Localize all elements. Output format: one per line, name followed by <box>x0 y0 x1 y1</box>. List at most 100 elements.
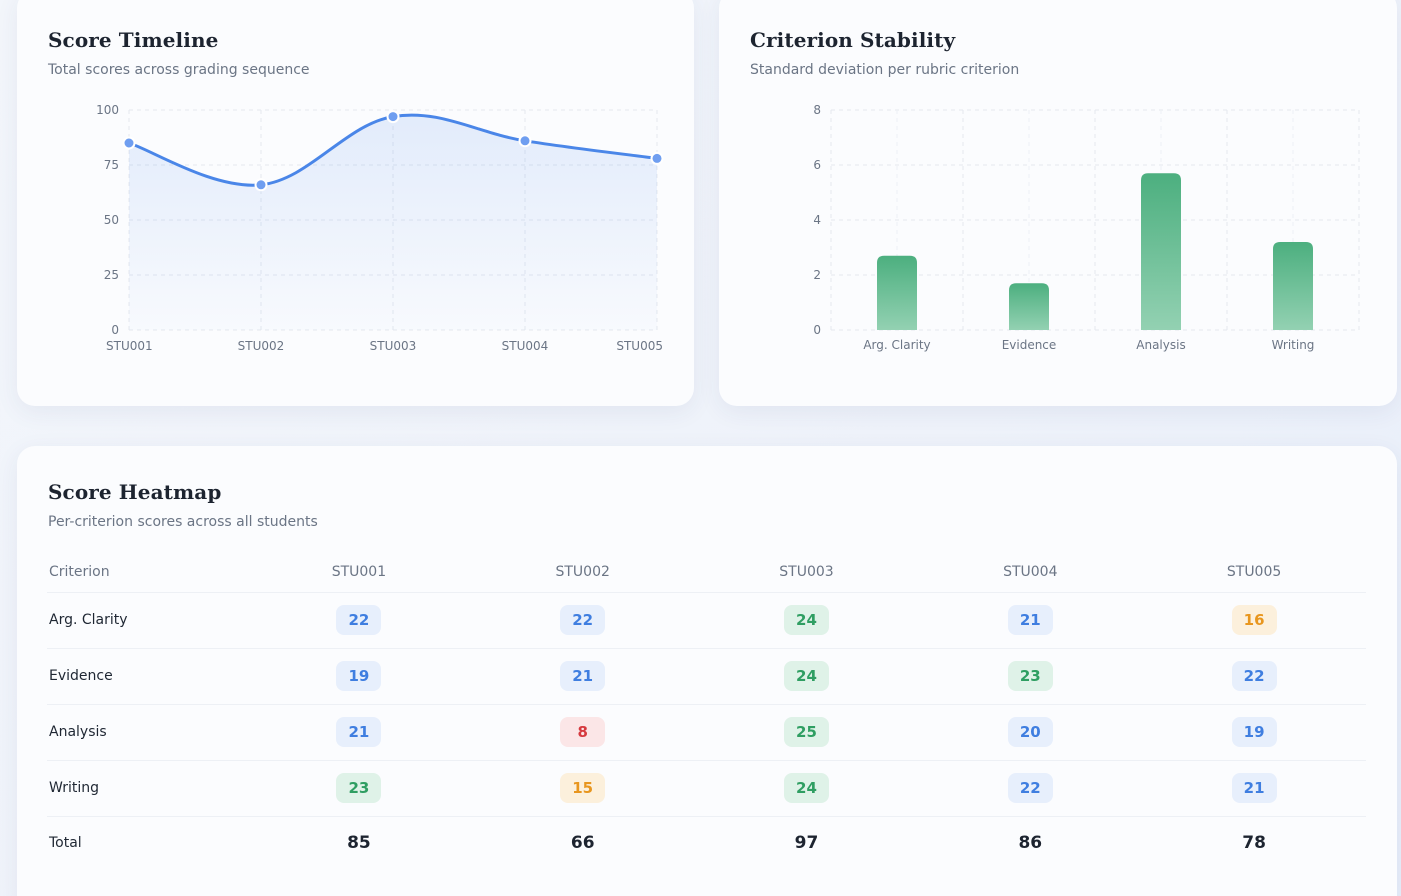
score-timeline-card: Score Timeline Total scores across gradi… <box>17 0 694 406</box>
score-badge: 22 <box>1231 661 1277 691</box>
x-tick-label: Evidence <box>1002 338 1057 352</box>
y-tick-label: 100 <box>96 103 119 117</box>
heatmap-cell: 23 <box>918 648 1143 705</box>
score-badge: 21 <box>560 661 606 691</box>
score-timeline-chart: 0 25 50 75 100 STU001 STU002 STU003 STU004 STU005 <box>96 103 664 353</box>
heatmap-cell: 22 <box>918 760 1143 817</box>
score-badge: 19 <box>1231 717 1277 747</box>
heatmap-cell: 16 <box>1142 592 1366 649</box>
y-tick-label: 25 <box>104 268 119 282</box>
x-tick-label: Writing <box>1272 338 1315 352</box>
score-heatmap-card: Score Heatmap Per-criterion scores acros… <box>17 446 1397 896</box>
heatmap-cell: 21 <box>470 648 695 705</box>
bar-writing <box>1273 242 1313 330</box>
criterion-stability-card: Criterion Stability Standard deviation p… <box>719 0 1397 406</box>
score-badge: 23 <box>1007 661 1053 691</box>
criterion-label: Evidence <box>47 648 247 705</box>
score-badge: 19 <box>336 661 382 691</box>
score-timeline-area <box>129 115 657 330</box>
heatmap-header-row: Criterion STU001 STU002 STU003 STU004 ST… <box>47 552 1366 593</box>
y-tick-label: 6 <box>813 158 821 172</box>
score-badge: 21 <box>336 717 382 747</box>
y-tick-label: 75 <box>104 158 119 172</box>
total-cell: 97 <box>694 815 919 870</box>
score-badge: 25 <box>783 717 829 747</box>
data-point <box>122 136 136 150</box>
heatmap-cell: 23 <box>247 760 471 817</box>
y-tick-label: 0 <box>111 323 119 337</box>
student-column-header: STU004 <box>918 552 1143 593</box>
x-tick-label: Analysis <box>1136 338 1185 352</box>
score-badge: 24 <box>783 605 829 635</box>
total-value: 86 <box>1018 833 1043 854</box>
heatmap-cell: 21 <box>918 592 1143 649</box>
heatmap-cell: 21 <box>247 704 471 761</box>
heatmap-row: Arg. Clarity 22 22 24 21 16 <box>47 592 1366 649</box>
x-tick-label: STU001 <box>106 339 153 353</box>
data-point <box>518 134 532 148</box>
total-value: 66 <box>570 833 595 854</box>
criterion-column-header: Criterion <box>47 552 247 593</box>
score-badge: 24 <box>783 773 829 803</box>
score-badge: 16 <box>1231 605 1277 635</box>
score-heatmap-subtitle: Per-criterion scores across all students <box>48 514 318 530</box>
score-badge: 22 <box>336 605 382 635</box>
student-column-header: STU005 <box>1142 552 1366 593</box>
score-heatmap-title: Score Heatmap <box>48 480 222 504</box>
student-column-header: STU001 <box>247 552 471 593</box>
x-tick-label: STU005 <box>616 339 663 353</box>
total-value: 85 <box>347 833 371 854</box>
y-tick-label: 2 <box>813 268 821 282</box>
heatmap-cell: 22 <box>247 592 471 649</box>
heatmap-cell: 8 <box>470 704 695 761</box>
heatmap-cell: 24 <box>694 760 919 817</box>
heatmap-row: Writing 23 15 24 22 21 <box>47 760 1366 817</box>
criterion-label: Analysis <box>47 704 247 761</box>
x-tick-label: STU004 <box>502 339 549 353</box>
score-badge: 8 <box>560 717 606 747</box>
score-heatmap-table: Criterion STU001 STU002 STU003 STU004 ST… <box>47 552 1366 870</box>
data-point <box>650 151 664 165</box>
score-badge: 20 <box>1007 717 1053 747</box>
y-tick-label: 0 <box>813 323 821 337</box>
total-cell: 86 <box>918 815 1143 870</box>
score-timeline-title: Score Timeline <box>48 28 219 52</box>
total-label: Total <box>47 815 247 870</box>
bar-evidence <box>1009 283 1049 330</box>
y-tick-label: 8 <box>813 103 821 117</box>
x-tick-label: Arg. Clarity <box>863 338 930 352</box>
score-badge: 23 <box>336 773 382 803</box>
x-tick-label: STU002 <box>238 339 285 353</box>
total-value: 97 <box>794 833 819 854</box>
score-timeline-subtitle: Total scores across grading sequence <box>48 62 310 78</box>
criterion-label: Writing <box>47 760 247 817</box>
heatmap-cell: 20 <box>918 704 1143 761</box>
criterion-stability-chart: 0 2 4 6 8 Arg. Clarity Evidence Analysis Writing <box>813 103 1360 352</box>
student-column-header: STU003 <box>694 552 919 593</box>
heatmap-cell: 15 <box>470 760 695 817</box>
score-badge: 21 <box>1007 605 1053 635</box>
criterion-label: Arg. Clarity <box>47 592 247 649</box>
total-cell: 78 <box>1142 815 1366 870</box>
score-badge: 24 <box>783 661 829 691</box>
score-badge: 22 <box>1007 773 1053 803</box>
criterion-stability-subtitle: Standard deviation per rubric criterion <box>750 62 1020 78</box>
heatmap-cell: 19 <box>1142 704 1366 761</box>
heatmap-cell: 22 <box>470 592 695 649</box>
heatmap-cell: 24 <box>694 592 919 649</box>
y-tick-label: 50 <box>104 213 119 227</box>
heatmap-cell: 25 <box>694 704 919 761</box>
score-badge: 21 <box>1231 773 1277 803</box>
criterion-stability-title: Criterion Stability <box>750 28 956 52</box>
heatmap-cell: 19 <box>247 648 471 705</box>
total-value: 78 <box>1242 833 1266 854</box>
x-tick-label: STU003 <box>370 339 417 353</box>
heatmap-row: Evidence 19 21 24 23 22 <box>47 648 1366 705</box>
score-badge: 22 <box>560 605 606 635</box>
score-badge: 15 <box>560 773 606 803</box>
y-tick-label: 4 <box>813 213 821 227</box>
bar-arg-clarity <box>877 255 917 330</box>
bar-analysis <box>1141 173 1181 330</box>
heatmap-cell: 24 <box>694 648 919 705</box>
student-column-header: STU002 <box>470 552 695 593</box>
